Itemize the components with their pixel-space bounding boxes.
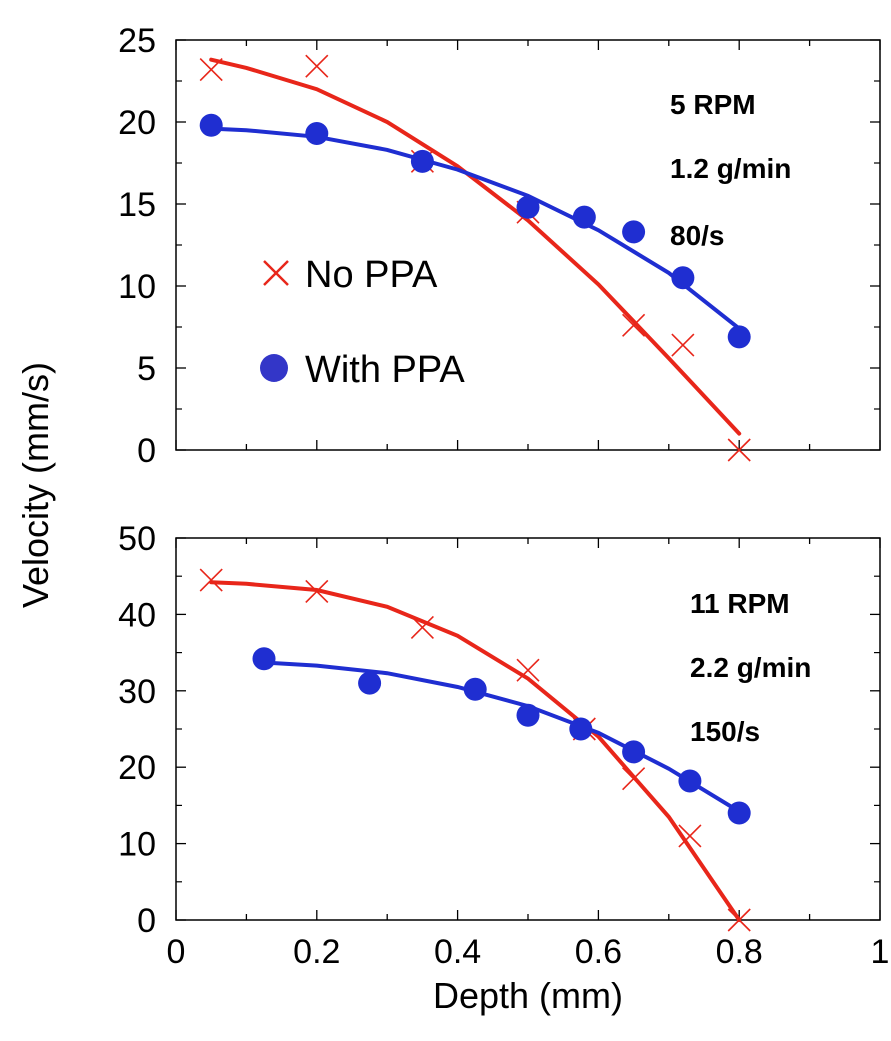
plot-frame [175, 39, 881, 451]
x-stroke [199, 568, 223, 592]
with_ppa-marker [199, 113, 223, 137]
x-stroke [622, 313, 646, 337]
x-tick-label: 1 [871, 933, 890, 971]
x-tick-label: 0 [167, 933, 186, 971]
no_ppa-marker [671, 333, 695, 357]
with_ppa-marker [727, 325, 751, 349]
y-tick-label: 20 [118, 749, 156, 787]
y-axis-title: Velocity (mm/s) [15, 362, 56, 608]
x-tick-label: 0.6 [575, 933, 622, 971]
x-stroke [727, 438, 751, 462]
with_ppa-marker [252, 647, 276, 671]
with_ppa-marker [572, 205, 596, 229]
x-tick-label: 0.8 [716, 933, 763, 971]
with_ppa-marker [671, 266, 695, 290]
y-tick-label: 0 [137, 432, 156, 470]
y-tick-label: 15 [118, 186, 156, 224]
legend: No PPA With PPA [260, 254, 465, 391]
condition-annotation: 5 RPM [670, 89, 756, 120]
y-tick-label: 10 [118, 826, 156, 864]
condition-annotation: 11 RPM [690, 588, 790, 619]
x-stroke [622, 767, 646, 791]
x-stroke [199, 57, 223, 82]
no_ppa-fit-curve [209, 580, 742, 922]
with_ppa-marker [516, 195, 540, 219]
with_ppa-marker [358, 671, 382, 695]
with_ppa-marker [516, 703, 540, 727]
with_ppa-marker [622, 220, 646, 244]
legend-no-ppa-marker [263, 260, 289, 286]
no_ppa-marker [727, 438, 751, 462]
x-stroke [305, 54, 329, 78]
legend-with-ppa-label: With PPA [305, 349, 465, 391]
with_ppa-marker [727, 801, 751, 825]
y-tick-label: 10 [118, 268, 156, 306]
with_ppa-fit-curve [209, 126, 742, 331]
no_ppa-marker [516, 658, 540, 682]
with_ppa-marker [305, 121, 329, 145]
x-stroke [678, 824, 702, 848]
with_ppa-fit-curve [262, 660, 742, 814]
y-tick-label: 0 [137, 902, 156, 940]
y-tick-label: 50 [118, 520, 156, 558]
legend-with-ppa-marker [260, 354, 288, 382]
x-tick-labels: 0 0.2 0.4 0.6 0.8 1 [167, 933, 890, 971]
x-tick-label: 0.4 [434, 933, 481, 971]
no_ppa-marker [199, 568, 223, 592]
x-axis-title: Depth (mm) [433, 975, 623, 1016]
x-stroke [410, 615, 434, 639]
no_ppa-marker [622, 313, 646, 337]
y-tick-label: 30 [118, 673, 156, 711]
y-tick-label: 40 [118, 596, 156, 634]
no_ppa-marker [199, 57, 223, 82]
with_ppa-marker [569, 717, 593, 741]
y-tick-label: 5 [137, 350, 156, 388]
no_ppa-marker [622, 767, 646, 791]
no_ppa-marker [410, 615, 434, 639]
condition-annotation: 2.2 g/min [690, 652, 811, 683]
no_ppa-marker [678, 824, 702, 848]
with_ppa-marker [678, 769, 702, 793]
no_ppa-marker [305, 579, 329, 604]
with_ppa-marker [622, 740, 646, 764]
condition-annotation: 80/s [670, 220, 725, 251]
no_ppa-fit-curve [209, 57, 742, 436]
condition-annotation: 1.2 g/min [670, 153, 791, 184]
no_ppa-marker [727, 908, 751, 932]
y-tick-label: 25 [118, 22, 156, 60]
x-stroke [727, 908, 751, 932]
condition-annotation: 150/s [690, 716, 760, 747]
bottom-panel: 0 10 20 30 40 50 11 RPM 2.2 g/min 150/s [118, 520, 881, 940]
legend-no-ppa-label: No PPA [305, 254, 438, 296]
with_ppa-marker [463, 677, 487, 701]
no_ppa-marker [305, 54, 329, 78]
x-stroke [516, 658, 540, 682]
top-panel: 0 5 10 15 20 25 5 RPM 1.2 g/min 80/s [118, 22, 881, 470]
x-stroke [671, 333, 695, 357]
x-stroke [305, 579, 329, 604]
x-tick-label: 0.2 [293, 933, 340, 971]
y-tick-label: 20 [118, 104, 156, 142]
with_ppa-marker [410, 149, 434, 173]
